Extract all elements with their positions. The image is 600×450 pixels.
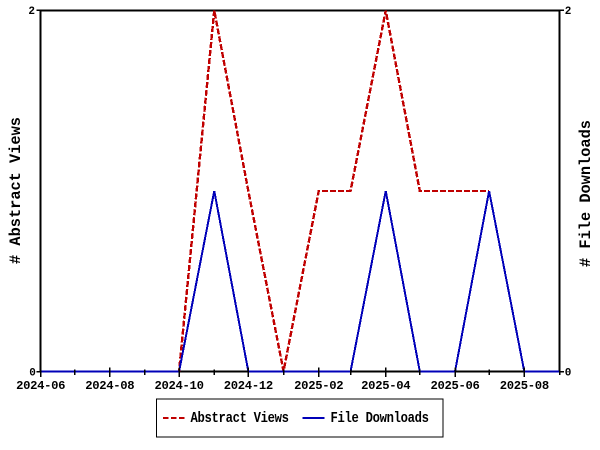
- svg-text:2024-06: 2024-06: [16, 379, 65, 393]
- svg-text:2025-04: 2025-04: [361, 379, 410, 393]
- svg-text:0: 0: [565, 367, 572, 379]
- svg-text:# File Downloads: # File Downloads: [577, 120, 595, 267]
- svg-text:2025-06: 2025-06: [430, 379, 479, 393]
- svg-text:2024-08: 2024-08: [85, 379, 134, 393]
- svg-text:2024-12: 2024-12: [224, 379, 273, 393]
- svg-text:2025-08: 2025-08: [500, 379, 549, 393]
- svg-text:0: 0: [29, 367, 36, 379]
- svg-text:# Abstract Views: # Abstract Views: [7, 117, 25, 264]
- svg-text:2025-02: 2025-02: [294, 379, 343, 393]
- svg-text:2: 2: [28, 6, 35, 18]
- svg-text:2024-10: 2024-10: [154, 379, 203, 393]
- svg-text:2: 2: [565, 6, 572, 18]
- svg-text:Abstract Views: Abstract Views: [191, 411, 289, 427]
- svg-text:File Downloads: File Downloads: [331, 411, 429, 427]
